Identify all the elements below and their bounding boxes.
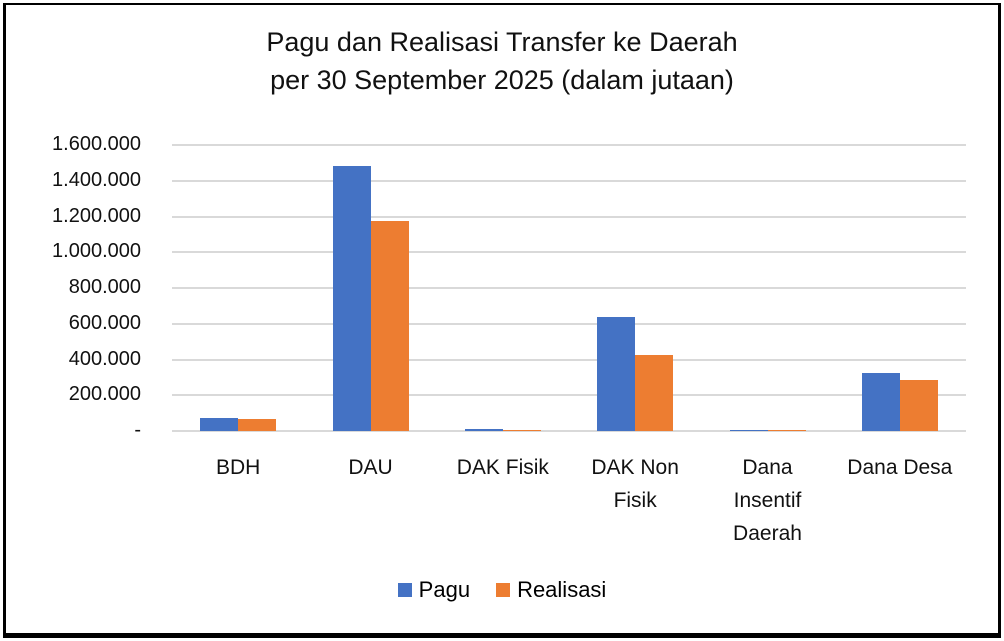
y-tick-label: -	[134, 419, 141, 441]
bar-pagu-dana-insentif-daerah	[729, 429, 768, 431]
y-tick-label: 1.600.000	[52, 133, 141, 155]
plot-area	[172, 144, 966, 432]
bar-pagu-dak-fisik	[464, 428, 503, 431]
gridline	[172, 144, 966, 146]
x-tick-label: DAU	[348, 456, 393, 479]
bar-realisasi-dana-insentif-daerah	[767, 430, 806, 431]
bar-realisasi-dana-desa	[899, 380, 938, 431]
chart-title-line-1: Pagu dan Realisasi Transfer ke Daerah	[266, 27, 738, 57]
y-tick-label: 1.400.000	[52, 168, 141, 191]
x-tick-label: DAK Non Fisik	[591, 456, 679, 512]
chart-title-line-2: per 30 September 2025 (dalam jutaan)	[270, 65, 734, 95]
bar-realisasi-bdh	[238, 419, 277, 431]
gridline	[172, 358, 966, 361]
y-tick-label: 1.200.000	[52, 204, 141, 227]
x-tick-label: Dana Desa	[847, 456, 953, 479]
y-tick-label: 1.000.000	[52, 240, 141, 263]
bar-pagu-dak-non-fisik	[597, 316, 636, 431]
legend-label-realisasi: Realisasi	[517, 577, 607, 602]
bar-pagu-dana-desa	[861, 373, 900, 431]
legend-label-pagu: Pagu	[418, 577, 471, 602]
bar-realisasi-dak-fisik	[502, 430, 541, 431]
gridline	[172, 215, 966, 218]
bar-realisasi-dak-non-fisik	[635, 355, 674, 431]
x-tick-label: DAK Fisik	[456, 456, 549, 479]
y-tick-label: 400.000	[68, 347, 141, 370]
bar-realisasi-dau	[370, 220, 409, 431]
y-tick-label: 600.000	[68, 311, 141, 334]
legend-swatch-realisasi	[496, 583, 511, 597]
y-tick-label: 200.000	[68, 383, 141, 406]
chart-frame	[3, 3, 1001, 638]
gridline	[172, 287, 966, 289]
gridline	[172, 394, 966, 397]
x-tick-label: Dana Insentif Daerah	[733, 456, 802, 545]
x-tick-label: BDH	[215, 456, 261, 479]
y-tick-label: 800.000	[68, 276, 141, 298]
gridline	[172, 430, 966, 432]
gridline	[172, 251, 966, 254]
legend-swatch-pagu	[397, 583, 412, 597]
bar-pagu-bdh	[200, 418, 239, 431]
legend-item-pagu: Pagu	[397, 577, 471, 603]
legend-item-realisasi: Realisasi	[496, 577, 606, 603]
legend: Pagu Realisasi	[0, 577, 1004, 603]
bar-pagu-dau	[332, 166, 371, 431]
gridline	[172, 179, 966, 182]
gridline	[172, 322, 966, 325]
